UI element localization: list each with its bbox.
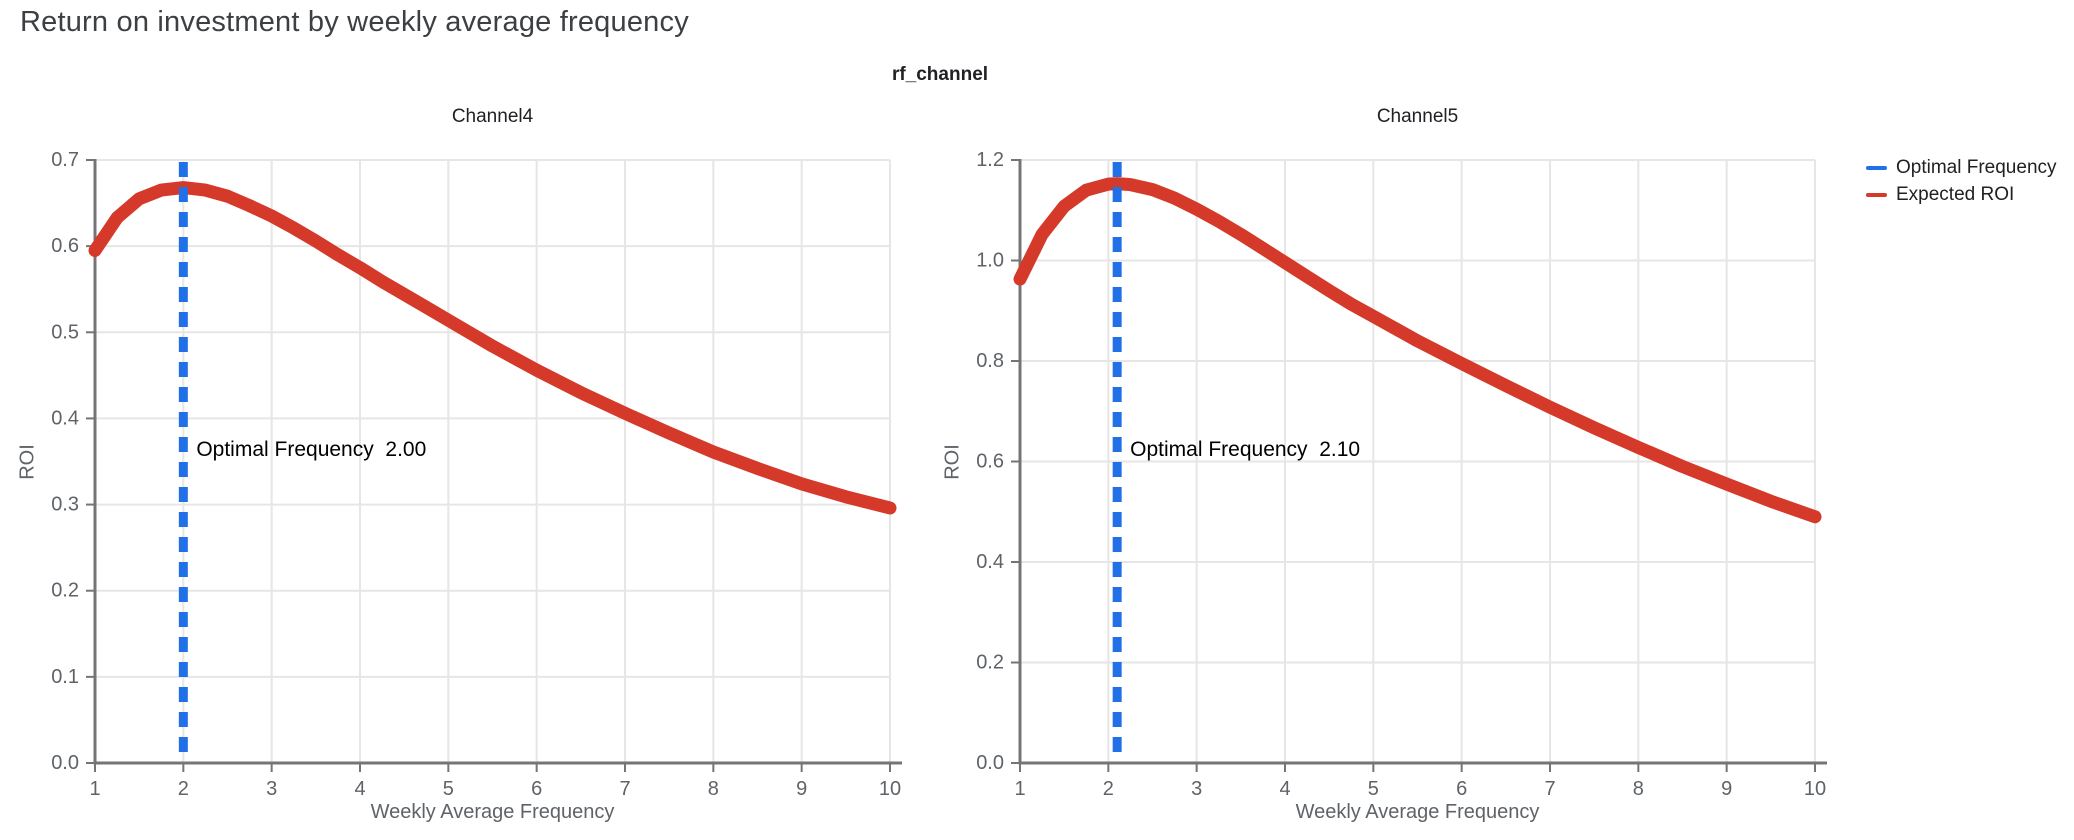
svg-text:10: 10 <box>879 778 901 800</box>
x-axis-title: Weekly Average Frequency <box>1295 801 1540 823</box>
optimal-frequency-annotation: Optimal Frequency 2.00 <box>196 438 427 461</box>
svg-text:10: 10 <box>1804 778 1826 800</box>
legend: Optimal Frequency Expected ROI <box>1866 154 2057 208</box>
svg-text:0.2: 0.2 <box>976 652 1004 674</box>
svg-text:2: 2 <box>1103 778 1114 800</box>
svg-text:9: 9 <box>796 778 807 800</box>
svg-text:0.5: 0.5 <box>51 321 79 343</box>
svg-text:0.7: 0.7 <box>51 149 79 171</box>
svg-text:1.2: 1.2 <box>976 149 1004 171</box>
svg-text:0.0: 0.0 <box>51 752 79 774</box>
svg-text:3: 3 <box>266 778 277 800</box>
svg-text:7: 7 <box>619 778 630 800</box>
legend-item-expected-roi[interactable]: Expected ROI <box>1866 181 2057 208</box>
svg-text:6: 6 <box>531 778 542 800</box>
legend-label: Expected ROI <box>1896 183 2015 205</box>
svg-text:8: 8 <box>708 778 719 800</box>
svg-text:3: 3 <box>1191 778 1202 800</box>
svg-text:5: 5 <box>1368 778 1379 800</box>
svg-text:0.2: 0.2 <box>51 580 79 602</box>
svg-text:0.8: 0.8 <box>976 350 1004 372</box>
svg-text:0.3: 0.3 <box>51 494 79 516</box>
optimal-frequency-annotation: Optimal Frequency 2.10 <box>1130 438 1361 461</box>
svg-text:1.0: 1.0 <box>976 250 1004 272</box>
svg-text:5: 5 <box>443 778 454 800</box>
svg-text:1: 1 <box>89 778 100 800</box>
svg-text:9: 9 <box>1721 778 1732 800</box>
svg-text:0.4: 0.4 <box>51 407 79 429</box>
x-axis-title: Weekly Average Frequency <box>370 801 615 823</box>
svg-text:8: 8 <box>1633 778 1644 800</box>
legend-item-optimal-frequency[interactable]: Optimal Frequency <box>1866 154 2057 181</box>
svg-text:0.6: 0.6 <box>51 235 79 257</box>
svg-text:0.1: 0.1 <box>51 666 79 688</box>
svg-text:0.4: 0.4 <box>976 551 1004 573</box>
svg-text:7: 7 <box>1544 778 1555 800</box>
subplot-title-channel5: Channel5 <box>1376 106 1459 127</box>
page-title: Return on investment by weekly average f… <box>20 6 689 38</box>
legend-swatch-optimal-frequency-icon <box>1866 165 1887 170</box>
subplot-channel5: Channel5 ROI Weekly Average Frequency 0.… <box>942 106 1827 823</box>
roi-curve-chart-channel5: 0.0 0.2 0.4 0.6 0.8 1.0 1.2 1 2 3 4 5 6 7 8 9 10 <box>976 149 1827 800</box>
svg-text:0.0: 0.0 <box>976 752 1004 774</box>
svg-text:4: 4 <box>1279 778 1290 800</box>
svg-text:1: 1 <box>1014 778 1025 800</box>
legend-label: Optimal Frequency <box>1896 156 2057 178</box>
svg-text:0.6: 0.6 <box>976 451 1004 473</box>
roi-curve-chart-channel4: 0.0 0.1 0.2 0.3 0.4 0.5 0.6 0.7 1 2 3 4 5 6 7 8 9 10 <box>51 149 902 800</box>
subplot-title-channel4: Channel4 <box>451 106 534 127</box>
facet-group-title: rf_channel <box>891 64 989 85</box>
svg-text:6: 6 <box>1456 778 1467 800</box>
subplot-channel4: Channel4 ROI Weekly Average Frequency 0.… <box>17 106 902 823</box>
legend-swatch-expected-roi-icon <box>1866 192 1887 197</box>
svg-text:2: 2 <box>178 778 189 800</box>
svg-text:4: 4 <box>354 778 365 800</box>
